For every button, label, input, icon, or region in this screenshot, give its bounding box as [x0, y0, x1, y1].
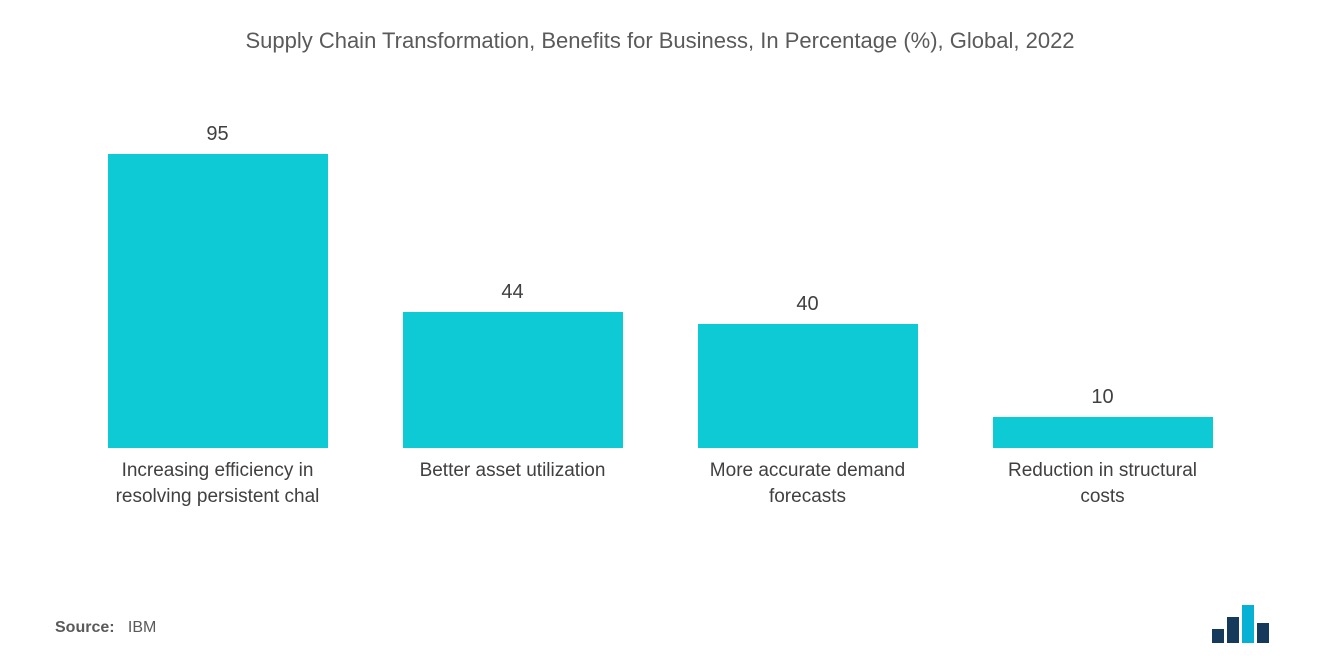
source-line: Source: IBM	[55, 619, 156, 637]
brand-logo	[1210, 603, 1280, 647]
bar-group-0: 95 Increasing efficiency in resolving pe…	[70, 94, 365, 514]
bar-label: Reduction in structural costs	[985, 458, 1220, 514]
bar-label: Better asset utilization	[420, 458, 606, 514]
bar	[993, 417, 1213, 448]
source-text: IBM	[128, 619, 156, 636]
bar-value: 10	[1091, 386, 1113, 409]
bar-group-3: 10 Reduction in structural costs	[955, 94, 1250, 514]
chart-container: Supply Chain Transformation, Benefits fo…	[0, 0, 1320, 665]
bar	[698, 324, 918, 448]
bar-group-2: 40 More accurate demand forecasts	[660, 94, 955, 514]
logo-bars-icon	[1212, 605, 1269, 643]
plot-area: 95 Increasing efficiency in resolving pe…	[40, 94, 1280, 514]
source-prefix: Source:	[55, 619, 115, 636]
bar	[108, 154, 328, 449]
bar-value: 40	[796, 293, 818, 316]
bar-value: 95	[206, 123, 228, 146]
bar-group-1: 44 Better asset utilization	[365, 94, 660, 514]
bar	[403, 312, 623, 448]
chart-title: Supply Chain Transformation, Benefits fo…	[40, 28, 1280, 54]
bar-value: 44	[501, 281, 523, 304]
bar-label: Increasing efficiency in resolving persi…	[100, 458, 335, 514]
bar-label: More accurate demand forecasts	[690, 458, 925, 514]
